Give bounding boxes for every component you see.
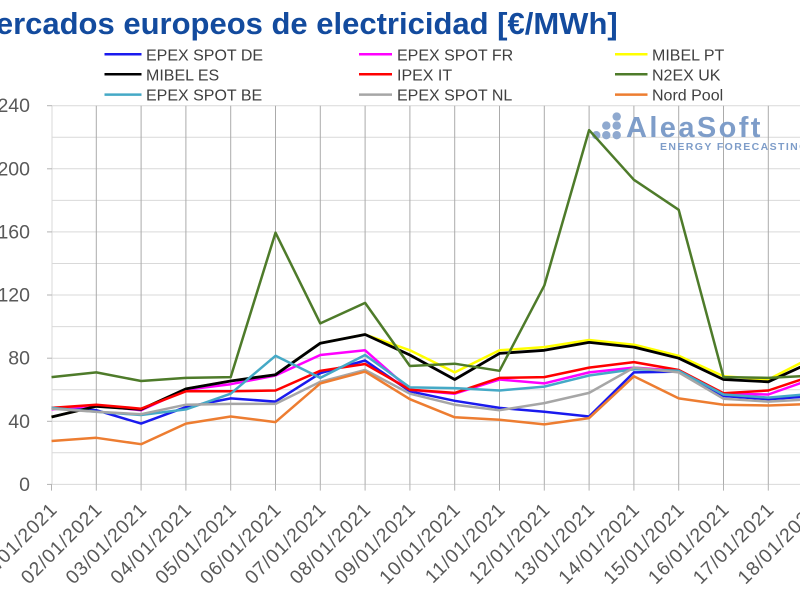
- svg-text:MIBEL ES: MIBEL ES: [146, 67, 219, 84]
- svg-text:EPEX SPOT DE: EPEX SPOT DE: [146, 47, 263, 64]
- svg-text:240: 240: [0, 95, 30, 117]
- svg-text:0: 0: [19, 474, 30, 496]
- svg-text:ENERGY FORECASTING: ENERGY FORECASTING: [660, 141, 800, 153]
- svg-text:EPEX SPOT BE: EPEX SPOT BE: [146, 88, 262, 105]
- svg-text:EPEX SPOT NL: EPEX SPOT NL: [397, 88, 512, 105]
- svg-text:MIBEL PT: MIBEL PT: [652, 47, 725, 64]
- svg-text:200: 200: [0, 158, 30, 180]
- svg-text:80: 80: [8, 348, 30, 370]
- svg-text:Nord Pool: Nord Pool: [652, 88, 723, 105]
- svg-text:40: 40: [8, 411, 30, 433]
- svg-text:EPEX SPOT FR: EPEX SPOT FR: [397, 47, 513, 64]
- svg-text:AleaSoft: AleaSoft: [626, 112, 763, 144]
- svg-text:120: 120: [0, 285, 30, 307]
- svg-text:160: 160: [0, 221, 30, 243]
- svg-text:IPEX IT: IPEX IT: [397, 67, 452, 84]
- svg-text:N2EX UK: N2EX UK: [652, 67, 721, 84]
